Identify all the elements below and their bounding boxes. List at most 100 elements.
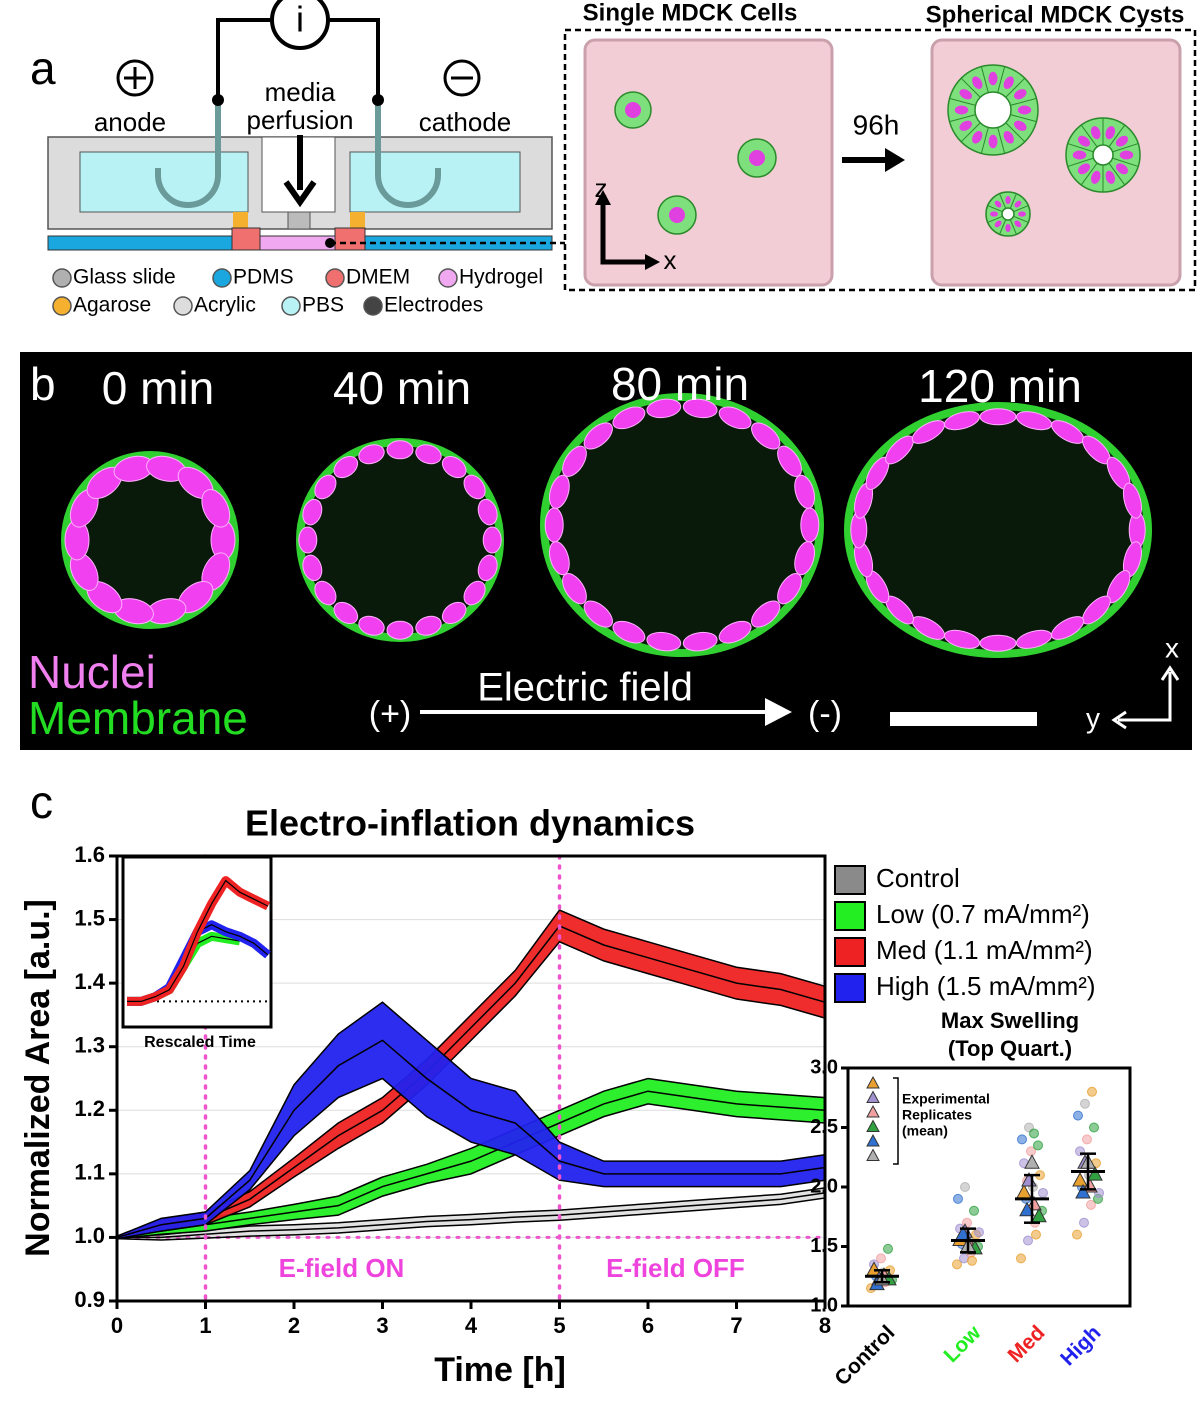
- mean-line: [116, 925, 826, 1239]
- cysts: [61, 393, 1152, 658]
- data-point: [1026, 1146, 1036, 1157]
- legend-label: Low (0.7 mA/mm²): [876, 899, 1090, 929]
- nucleus: [1115, 135, 1129, 147]
- nucleus: [751, 600, 781, 628]
- chart-title: Max Swelling: [941, 1008, 1079, 1033]
- nucleus: [682, 398, 718, 419]
- nucleus: [777, 573, 802, 605]
- time-label: 0 min: [102, 362, 214, 414]
- nucleus: [990, 211, 998, 217]
- nucleus: [549, 474, 570, 509]
- legend-label: PDMS: [233, 266, 294, 289]
- cell-border: [1112, 157, 1139, 167]
- field-arrow: [765, 698, 792, 726]
- nucleus: [333, 455, 359, 479]
- nucleus: [959, 89, 972, 100]
- x-tick-label: Control: [830, 1321, 899, 1390]
- plus-symbol: [116, 59, 154, 97]
- data-point: [953, 1193, 963, 1204]
- data-point: [952, 1259, 962, 1270]
- legend-label: Control: [876, 863, 960, 893]
- cell-border: [1080, 162, 1098, 186]
- data-point: [1017, 1134, 1027, 1145]
- nucleus: [669, 207, 685, 223]
- nucleus: [749, 150, 765, 166]
- electrode-contact: [372, 94, 384, 106]
- inset-x-label: Rescaled Time: [144, 1034, 256, 1051]
- nucleus: [682, 631, 718, 652]
- x-tick-label: Low: [939, 1321, 985, 1367]
- legend-swatch: [52, 268, 72, 288]
- data-point: [1029, 1128, 1039, 1139]
- nucleus: [298, 526, 318, 554]
- time-label: 40 min: [333, 362, 471, 414]
- nucleus: [1003, 131, 1014, 144]
- nucleus: [1072, 150, 1087, 160]
- nucleus: [1105, 126, 1116, 140]
- y-tick-label: 1.6: [74, 842, 105, 867]
- x-tick-label: 8: [819, 1313, 831, 1338]
- nucleus: [911, 420, 945, 444]
- nucleus: [1003, 76, 1014, 89]
- nucleus: [794, 541, 815, 576]
- legend-swatch: [834, 865, 866, 895]
- nucleus: [1090, 126, 1101, 140]
- x-tick-label: Med: [1003, 1321, 1049, 1367]
- data-point: [1089, 1122, 1099, 1133]
- data-point: [969, 1205, 979, 1216]
- legend-label: Acrylic: [194, 294, 256, 317]
- replicate-mean: [1072, 1171, 1088, 1187]
- x-tick-label: 6: [642, 1313, 654, 1338]
- nucleus: [1014, 120, 1027, 131]
- dmem: [231, 227, 261, 251]
- legend-swatch: [325, 268, 345, 288]
- nucleus: [441, 455, 467, 479]
- y-tick-label: 1.1: [74, 1160, 105, 1185]
- cyst-title: Spherical MDCK Cysts: [926, 1, 1185, 28]
- legend-label: Agarose: [73, 294, 151, 317]
- nucleus: [314, 474, 337, 500]
- data-point: [1073, 1110, 1083, 1121]
- cell-border: [1108, 162, 1126, 186]
- data-point: [1087, 1086, 1097, 1097]
- axes-arrow: [600, 200, 650, 265]
- nucleus: [415, 444, 442, 465]
- nucleus: [718, 620, 752, 644]
- replicate-mean: [1024, 1154, 1040, 1169]
- legend-swatch: [281, 296, 301, 316]
- inset-chart: Rescaled Time: [121, 855, 273, 1051]
- data-point: [1031, 1229, 1041, 1240]
- replicate-mean: [1075, 1183, 1091, 1199]
- x-tick-label: 2: [288, 1313, 300, 1338]
- nucleus: [201, 489, 231, 528]
- nucleus: [646, 631, 682, 652]
- single-title: Single MDCK Cells: [583, 0, 798, 26]
- nucleus: [972, 76, 983, 89]
- legend-label: PBS: [302, 294, 344, 317]
- nucleus: [612, 620, 646, 644]
- data-point: [967, 1255, 977, 1266]
- cell-border: [1067, 157, 1094, 167]
- flow-arrow: [283, 180, 317, 208]
- electrode-contact: [212, 94, 224, 106]
- cell-border: [987, 215, 1003, 223]
- x-tick-label: 4: [465, 1313, 478, 1338]
- field-label: Electric field: [477, 666, 693, 710]
- time-label: 96h: [853, 109, 900, 140]
- legend-label: Electrodes: [384, 294, 483, 317]
- axes-arrow: [1118, 672, 1172, 722]
- legend-swatch: [866, 1133, 880, 1147]
- inlet: [287, 211, 311, 230]
- nucleus: [1005, 224, 1011, 232]
- mean-line: [116, 1090, 826, 1239]
- cell-border: [1010, 97, 1037, 106]
- y-tick-label: 2.5: [810, 1116, 838, 1138]
- nucleus: [943, 411, 980, 431]
- nucleus: [477, 554, 498, 582]
- nuclei: [625, 102, 765, 223]
- nucleus: [441, 601, 467, 625]
- cell-border: [960, 122, 981, 143]
- nucleus: [794, 474, 815, 509]
- nuclei-label: Nuclei: [28, 646, 156, 698]
